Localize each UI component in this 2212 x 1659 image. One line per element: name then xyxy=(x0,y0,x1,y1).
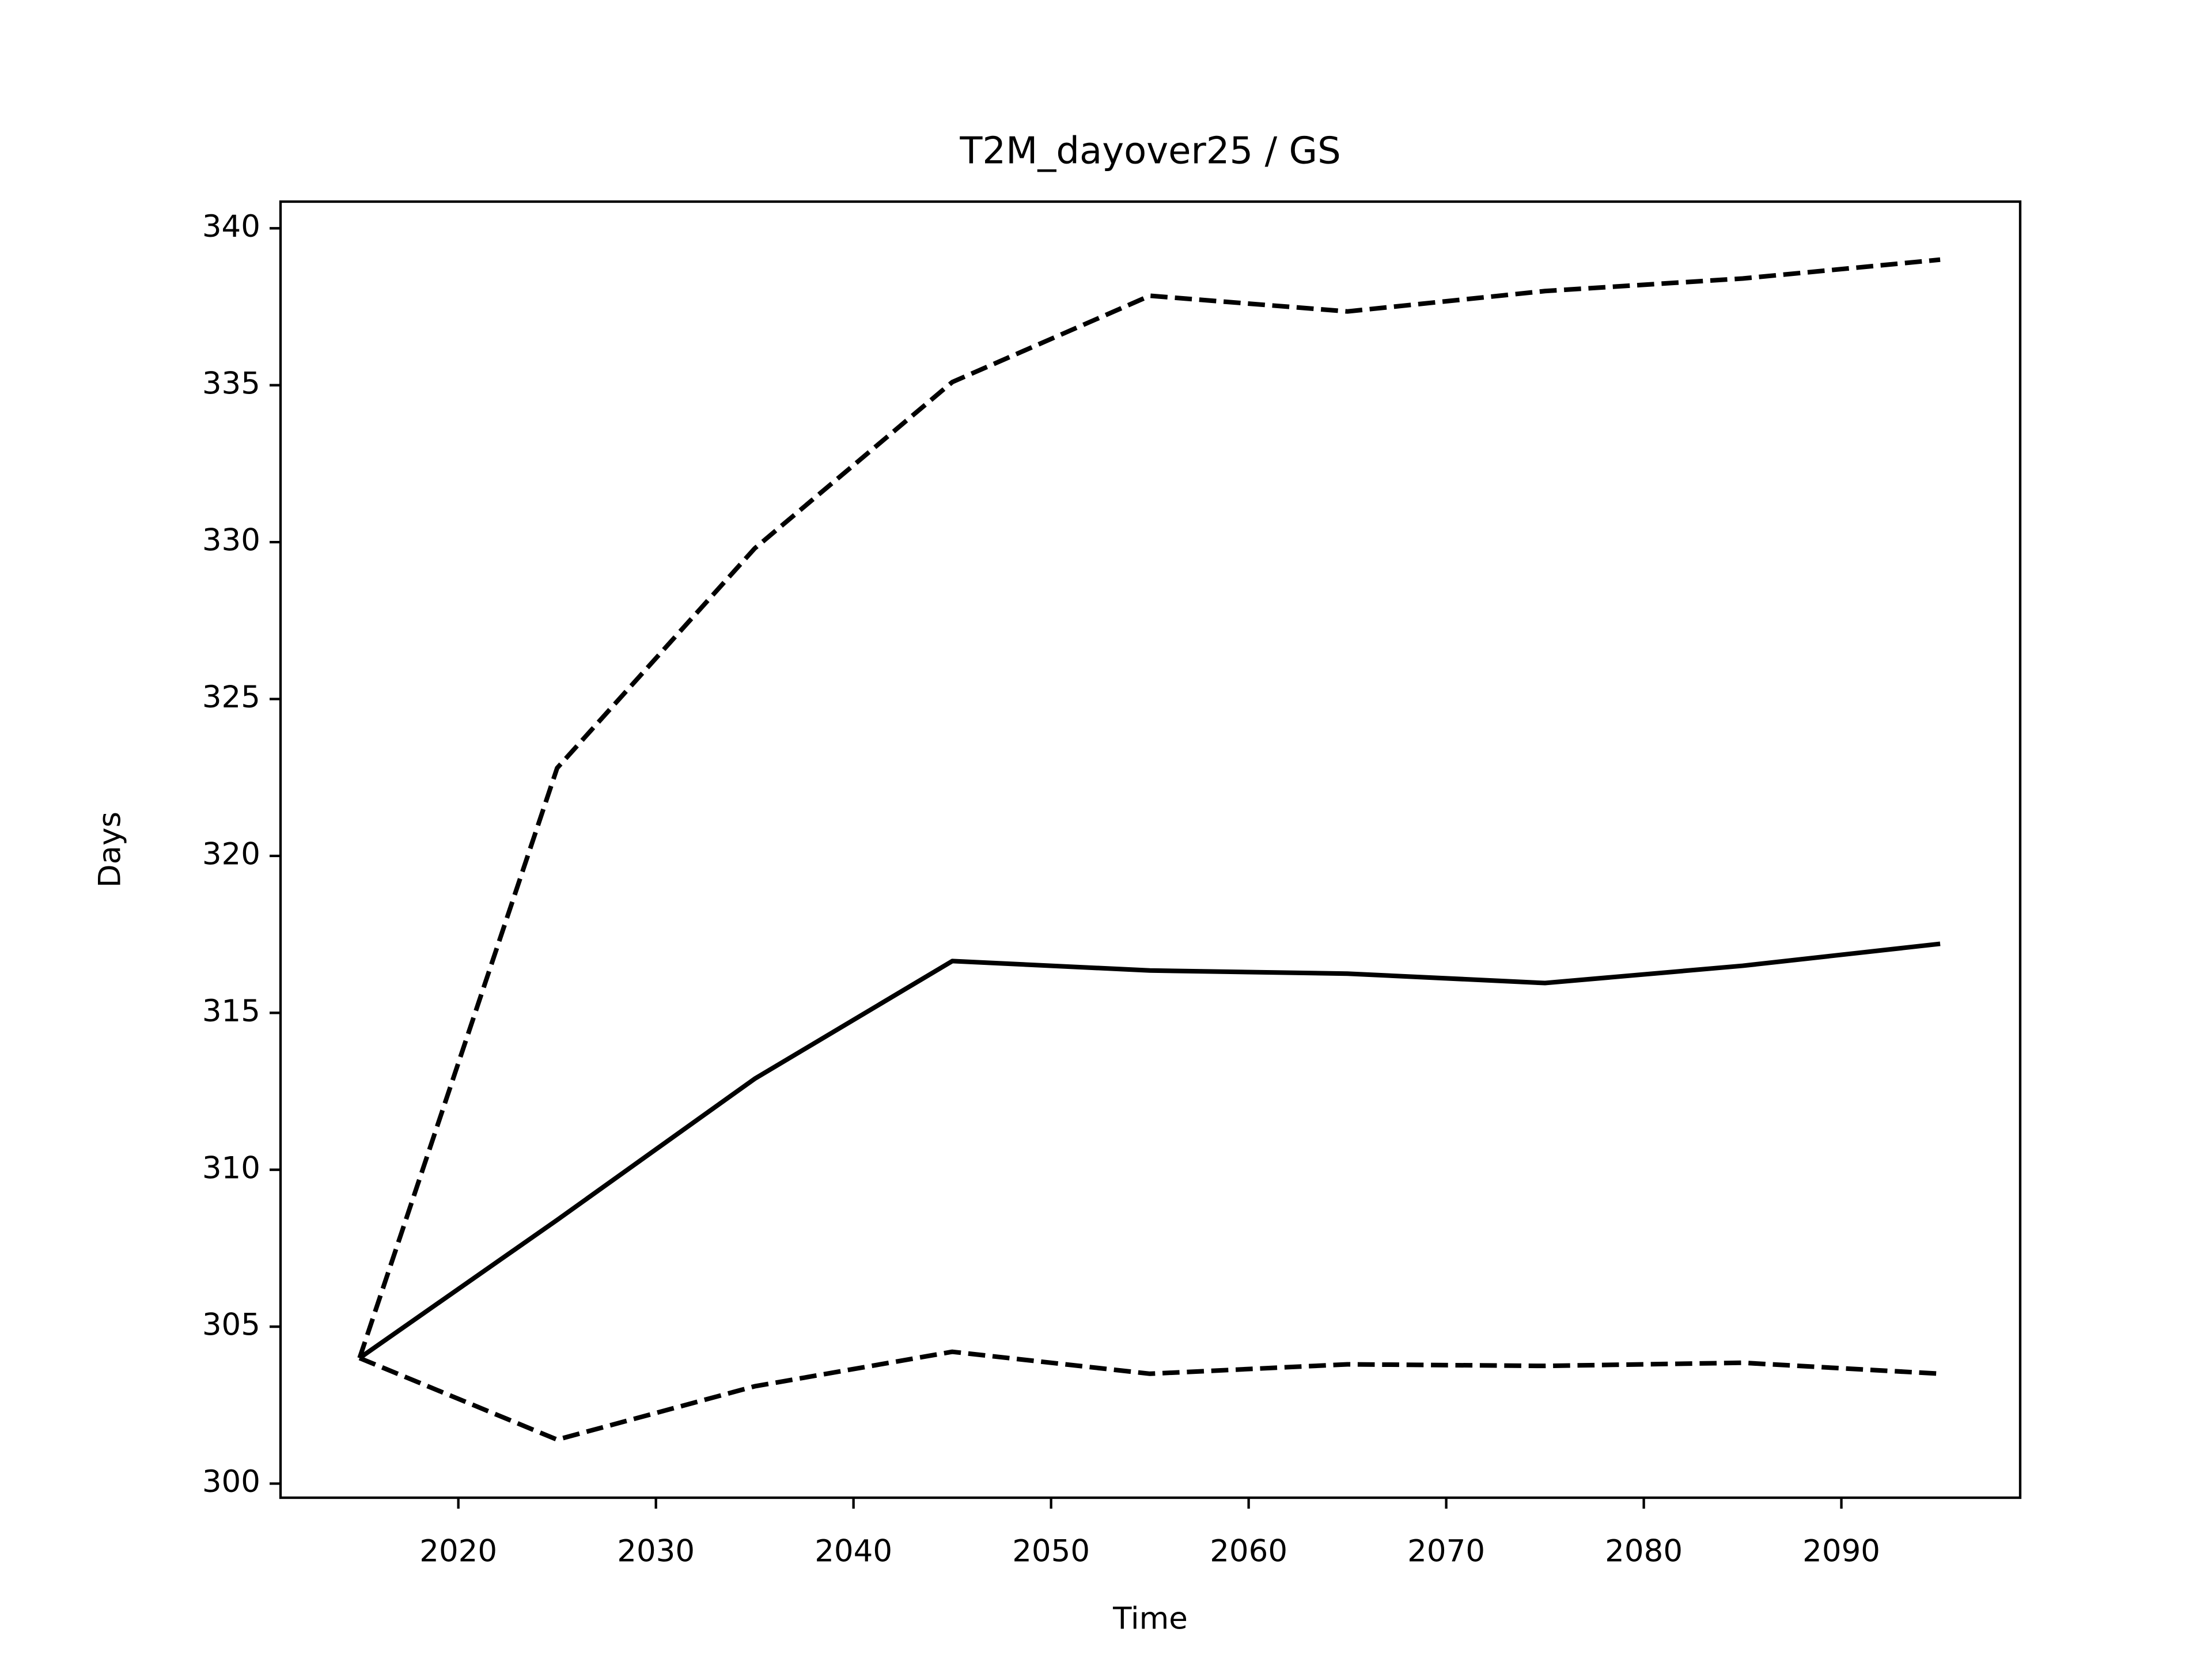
y-tick-label: 310 xyxy=(202,1150,260,1185)
x-tick-label: 2050 xyxy=(1012,1534,1090,1569)
x-tick-label: 2070 xyxy=(1407,1534,1485,1569)
y-tick-label: 300 xyxy=(202,1464,260,1499)
x-tick-label: 2080 xyxy=(1605,1534,1683,1569)
x-tick-label: 2020 xyxy=(419,1534,497,1569)
y-tick-label: 330 xyxy=(202,523,260,558)
x-tick-label: 2040 xyxy=(815,1534,892,1569)
y-tick-label: 315 xyxy=(202,994,260,1029)
line-series xyxy=(357,257,1941,1359)
y-tick-label: 320 xyxy=(202,837,260,872)
y-tick-label: 340 xyxy=(202,209,260,244)
chart-title: T2M_dayover25 / GS xyxy=(959,130,1340,173)
x-axis-label: Time xyxy=(1112,1601,1188,1637)
plot-frame xyxy=(279,200,2022,1499)
y-tick-label: 305 xyxy=(202,1308,260,1343)
line-series xyxy=(358,1349,1941,1442)
y-axis-label: Days xyxy=(93,812,128,888)
x-tick-label: 2030 xyxy=(617,1534,695,1569)
y-tick-label: 325 xyxy=(202,680,260,715)
x-tick-label: 2060 xyxy=(1210,1534,1287,1569)
x-tick-label: 2090 xyxy=(1802,1534,1880,1569)
line-series xyxy=(358,941,1941,1360)
y-tick-label: 335 xyxy=(202,366,260,401)
